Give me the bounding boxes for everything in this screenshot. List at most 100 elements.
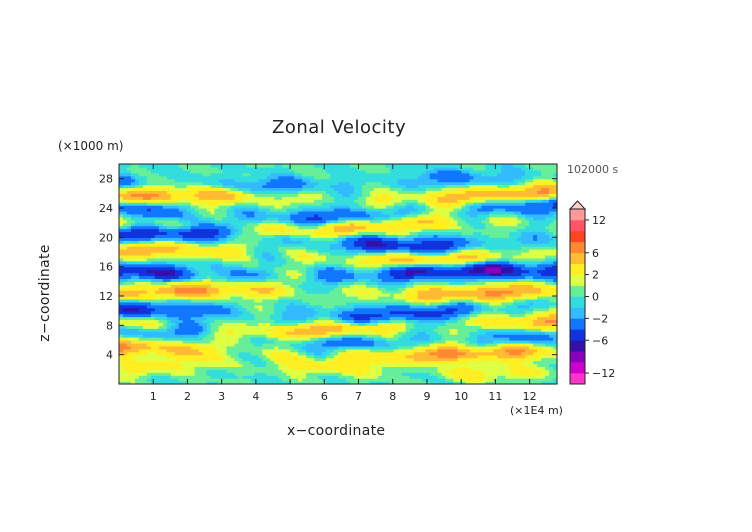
field-cell [369, 313, 375, 318]
field-cell [338, 290, 343, 294]
field-cell [158, 351, 164, 356]
field-cell [134, 278, 140, 282]
field-cell [298, 381, 303, 385]
field-cell [286, 363, 291, 367]
field-cell [485, 307, 490, 312]
y-axis-unit: (×1000 m) [58, 139, 124, 153]
field-cell [377, 331, 383, 335]
field-cell [525, 313, 530, 318]
field-cell [270, 354, 275, 359]
field-cell [417, 260, 423, 265]
field-cell [126, 322, 132, 326]
field-cell [529, 345, 534, 350]
field-cell [322, 316, 327, 321]
field-cell [286, 254, 291, 259]
field-cell [401, 257, 407, 262]
field-cell [345, 357, 351, 362]
field-cell [373, 325, 379, 329]
field-cell [274, 357, 279, 362]
field-cell [318, 363, 323, 367]
field-cell [194, 284, 200, 288]
field-cell [473, 260, 478, 265]
field-cell [545, 272, 550, 277]
field-cell [262, 369, 267, 373]
field-cell [310, 296, 315, 300]
field-cell [218, 354, 224, 359]
field-cell [326, 281, 331, 285]
field-cell [405, 363, 411, 367]
field-cell [409, 316, 415, 321]
field-cell [338, 334, 343, 338]
field-cell [349, 254, 355, 259]
field-cell [461, 266, 467, 271]
field-cell [162, 372, 168, 376]
field-cell [318, 296, 323, 300]
field-cell [310, 310, 315, 315]
field-cell [429, 351, 435, 356]
field-cell [521, 360, 526, 365]
field-cell [278, 260, 283, 265]
field-cell [549, 281, 554, 285]
field-cell [429, 313, 435, 318]
field-cell [469, 357, 474, 362]
field-cell [369, 298, 375, 303]
field-cell [437, 298, 443, 303]
field-cell [318, 360, 323, 365]
field-cell [481, 357, 486, 362]
field-cell [238, 284, 244, 288]
field-cell [322, 340, 327, 344]
field-cell [529, 278, 534, 282]
field-cell [425, 278, 431, 282]
field-cell [381, 260, 387, 265]
field-cell [477, 334, 482, 338]
field-cell [349, 316, 355, 321]
field-cell [505, 254, 510, 259]
field-cell [182, 334, 188, 338]
field-cell [298, 263, 303, 268]
field-cell [465, 316, 470, 321]
field-cell [553, 304, 558, 309]
field-cell [166, 272, 172, 277]
field-cell [521, 357, 526, 362]
field-cell [481, 310, 486, 315]
field-cell [397, 337, 403, 341]
field-cell [166, 278, 172, 282]
field-cell [409, 287, 415, 291]
field-cell [302, 272, 307, 277]
field-cell [553, 378, 558, 382]
time-label: 102000 s [567, 163, 619, 176]
field-cell [250, 334, 255, 338]
field-cell [214, 366, 220, 370]
field-cell [553, 301, 558, 306]
field-cell [469, 372, 474, 376]
field-cell [537, 252, 542, 256]
field-cell [130, 313, 136, 318]
field-cell [485, 260, 490, 265]
field-cell [517, 372, 522, 376]
field-cell [246, 369, 251, 373]
field-cell [282, 331, 287, 335]
field-cell [441, 263, 447, 268]
field-cell [365, 290, 371, 294]
field-cell [413, 269, 419, 274]
field-cell [529, 266, 534, 271]
field-cell [266, 348, 271, 353]
field-cell [505, 381, 510, 385]
field-cell [150, 290, 156, 294]
field-cell [477, 307, 482, 312]
field-cell [166, 263, 172, 268]
field-cell [405, 369, 411, 373]
field-cell [445, 351, 451, 356]
field-cell [154, 272, 160, 277]
field-cell [469, 340, 474, 344]
field-cell [186, 252, 192, 256]
field-cell [166, 348, 172, 353]
field-cell [549, 340, 554, 344]
field-cell [250, 254, 255, 259]
field-cell [481, 354, 486, 359]
field-cell [338, 322, 343, 326]
field-cell [282, 301, 287, 306]
field-cell [202, 272, 208, 277]
field-cell [457, 372, 463, 376]
field-cell [246, 354, 251, 359]
